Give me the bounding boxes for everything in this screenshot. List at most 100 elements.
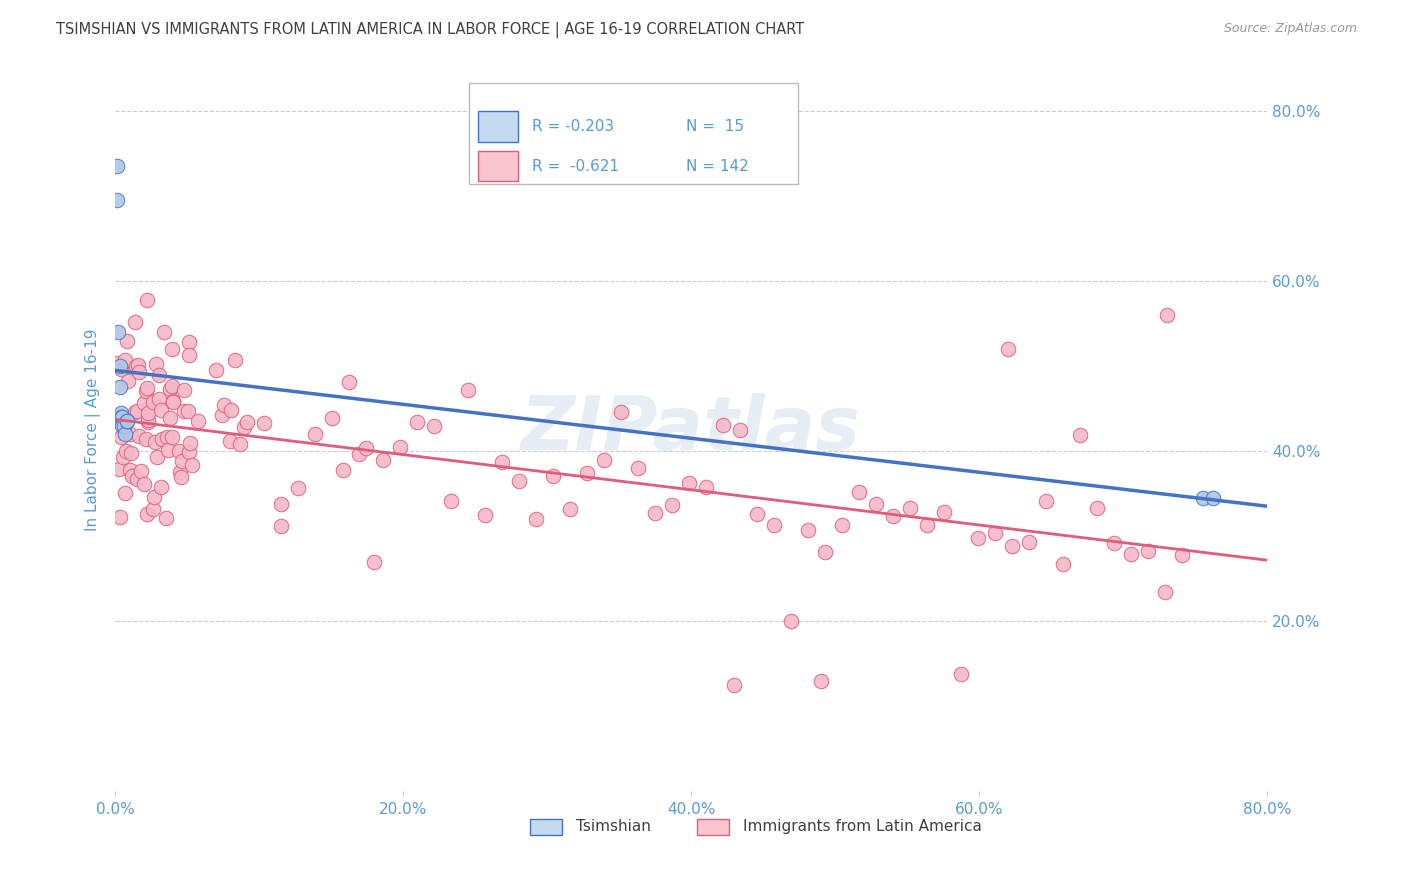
Text: Tsimshian: Tsimshian (576, 819, 651, 834)
Point (711, 418, 734, 433)
Point (160, 342, 183, 356)
Point (160, 379, 183, 393)
Point (219, 403, 242, 417)
Text: ZIPatlas: ZIPatlas (522, 393, 862, 467)
Point (576, 466, 599, 480)
Point (747, 508, 769, 522)
Point (112, 418, 135, 433)
Point (105, 159, 128, 173)
Point (115, 414, 138, 428)
Point (593, 452, 616, 467)
Point (136, 293, 159, 307)
Point (108, 359, 131, 373)
Point (389, 440, 412, 454)
Point (187, 414, 209, 428)
Text: N = 142: N = 142 (686, 159, 748, 174)
Point (138, 406, 160, 420)
Point (108, 510, 131, 524)
Point (457, 383, 479, 397)
Point (270, 497, 292, 511)
Point (129, 464, 152, 478)
Point (214, 398, 236, 412)
Text: R = -0.203: R = -0.203 (533, 119, 614, 134)
Point (270, 518, 292, 533)
Point (1052, 557, 1074, 571)
Point (814, 545, 837, 559)
Point (114, 427, 136, 442)
Point (135, 384, 157, 398)
FancyBboxPatch shape (468, 83, 799, 184)
Point (780, 615, 803, 629)
Point (105, 356, 128, 370)
Point (110, 362, 132, 376)
Point (108, 380, 131, 394)
Point (1156, 308, 1178, 322)
Point (205, 363, 228, 377)
Point (120, 463, 142, 477)
Text: Source: ZipAtlas.com: Source: ZipAtlas.com (1223, 22, 1357, 36)
Point (179, 436, 201, 450)
Point (1104, 535, 1126, 549)
Point (115, 414, 138, 428)
Point (115, 334, 138, 348)
Point (159, 382, 181, 396)
Point (121, 469, 143, 483)
Point (997, 342, 1019, 356)
Point (661, 498, 683, 512)
Point (253, 416, 276, 430)
Point (128, 365, 150, 379)
Point (135, 507, 157, 521)
Point (179, 334, 201, 349)
Point (797, 523, 820, 537)
Point (162, 395, 184, 409)
Point (233, 419, 256, 434)
Point (170, 454, 193, 468)
Point (114, 486, 136, 500)
Point (1191, 491, 1213, 505)
Point (524, 512, 547, 526)
Point (1035, 494, 1057, 508)
Point (159, 411, 181, 425)
Point (127, 404, 149, 418)
Point (167, 444, 190, 458)
Point (110, 430, 132, 444)
Point (211, 408, 233, 422)
Point (543, 468, 565, 483)
Point (173, 383, 195, 397)
Point (406, 415, 429, 429)
Point (177, 445, 200, 459)
Point (146, 450, 169, 464)
Point (169, 465, 191, 479)
Point (173, 403, 195, 417)
Point (181, 458, 204, 473)
Point (491, 455, 513, 469)
Point (610, 405, 633, 419)
Point (810, 673, 832, 688)
Point (177, 404, 200, 418)
Point (160, 430, 183, 444)
Point (111, 450, 134, 465)
Point (917, 517, 939, 532)
Point (124, 315, 146, 329)
Point (339, 375, 361, 389)
Point (1121, 547, 1143, 561)
Point (1018, 535, 1040, 549)
Point (865, 497, 887, 511)
Point (111, 410, 134, 425)
Point (120, 446, 142, 460)
Point (349, 447, 371, 461)
Point (950, 667, 973, 681)
Point (229, 437, 252, 451)
Point (508, 474, 530, 488)
Point (440, 494, 463, 508)
Point (155, 511, 177, 525)
Point (224, 353, 246, 368)
Point (134, 396, 156, 410)
Point (107, 325, 129, 339)
Point (984, 525, 1007, 540)
Point (882, 509, 904, 524)
Point (627, 461, 650, 475)
Point (114, 352, 136, 367)
Point (111, 417, 134, 431)
Point (132, 477, 155, 491)
